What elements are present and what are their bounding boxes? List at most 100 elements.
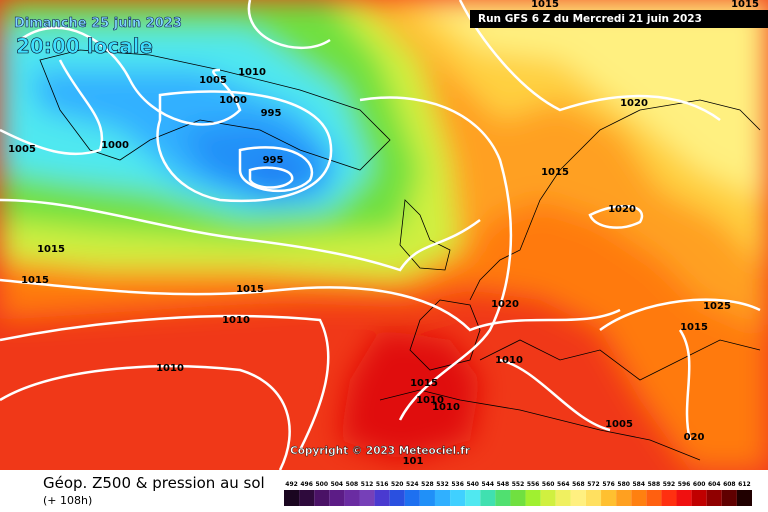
scale-label: 496 [300,481,313,488]
scale-swatch [540,490,556,506]
scale-swatch [299,490,315,506]
scale-label: 524 [406,481,419,488]
scale-label: 548 [497,481,510,488]
scale-label: 492 [285,481,298,488]
scale-label: 596 [678,481,691,488]
scale-swatch [585,490,602,506]
scale-label: 568 [572,481,585,488]
isobar-label: 1010 [432,402,460,413]
scale-label: 544 [482,481,495,488]
scale-swatch [359,490,375,506]
isobar-label: 995 [261,108,282,119]
isobar-label: 1010 [156,363,184,374]
scale-label: 512 [361,481,374,488]
scale-label: 584 [633,481,646,488]
scale-label: 564 [557,481,570,488]
scale-swatch [736,490,752,506]
legend-title: Géop. Z500 & pression au sol [43,474,265,492]
scale-label: 572 [587,481,600,488]
scale-label: 520 [391,481,404,488]
scale-swatch [314,490,330,506]
scale-label: 604 [708,481,721,488]
scale-swatch [284,490,300,506]
scale-swatch [721,490,737,506]
copyright: Copyright © 2023 Meteociel.fr [290,445,471,457]
scale-swatch [344,490,360,506]
isobar-label: 1015 [541,167,569,178]
scale-swatch [570,490,586,506]
scale-swatch [329,490,345,506]
scale-swatch [480,490,496,506]
isobar-label: 995 [263,155,284,166]
scale-label: 608 [723,481,736,488]
isobar-label: 1015 [531,0,559,10]
isobar-label: 1020 [491,299,519,310]
isobar-label: 1015 [410,378,438,389]
isobar-label: 1025 [703,301,731,312]
scale-swatch [404,490,420,506]
scale-label: 500 [315,481,328,488]
color-scale: 492 496 500 504 508 512 516 520 524 528 532 536 540 5… [284,481,752,506]
scale-label: 592 [663,481,676,488]
scale-label: 612 [738,481,751,488]
scale-swatch [601,490,617,506]
isobars [0,0,761,470]
scale-label: 504 [331,481,344,488]
isobar-label: 1005 [199,75,227,86]
scale-label: 516 [376,481,389,488]
scale-swatch [631,490,647,506]
isobar-label: 1000 [101,140,129,151]
scale-label: 540 [466,481,479,488]
isobar-label: 101 [403,456,424,467]
isobar-label: 1005 [8,144,36,155]
scale-swatch [555,490,571,506]
isobar-label: 1015 [731,0,759,10]
scale-label: 536 [451,481,464,488]
isobar-labels: 1015 1015 1005 1010 1000 995 1005 1000 995 1015 10… [8,0,759,467]
legend-subtitle: (+ 108h) [43,494,92,507]
isobar-label: 1015 [37,244,65,255]
isobar-label: 1010 [495,355,523,366]
forecast-time: 20:00 locale [16,34,153,58]
scale-label: 580 [617,481,630,488]
scale-swatch [495,490,511,506]
scale-label: 528 [421,481,434,488]
scale-swatch [465,490,481,506]
scale-swatch [419,490,435,506]
isobar-label: 1005 [605,419,633,430]
isobar-label: 1020 [608,204,636,215]
scale-swatch [691,490,707,506]
run-info: Run GFS 6 Z du Mercredi 21 juin 2023 [478,13,702,25]
scale-label: 552 [512,481,525,488]
scale-swatch [374,490,390,506]
isobar-label: 1000 [219,95,247,106]
scale-swatch [525,490,541,506]
forecast-date: Dimanche 25 juin 2023 [14,16,182,31]
run-banner [470,10,768,28]
scale-label: 600 [693,481,706,488]
isobar-label: 1010 [416,395,444,406]
isobar-label: 1015 [680,322,708,333]
z500-field [0,0,768,470]
scale-swatch [706,490,722,506]
scale-label: 576 [602,481,615,488]
scale-swatch [510,490,526,506]
scale-label: 560 [542,481,555,488]
isobar-label: 1010 [222,315,250,326]
scale-label: 588 [648,481,661,488]
isobar-label: 1020 [620,98,648,109]
scale-swatch [661,490,677,506]
scale-swatch [434,490,451,506]
scale-swatch [616,490,632,506]
scale-swatch [450,490,466,506]
scale-swatch [646,490,662,506]
scale-swatch [676,490,692,506]
scale-swatch [389,490,405,506]
isobar-label: 1015 [21,275,49,286]
scale-label: 508 [346,481,359,488]
scale-label: 532 [436,481,449,488]
isobar-label: 1015 [236,284,264,295]
isobar-label: 020 [684,432,705,443]
